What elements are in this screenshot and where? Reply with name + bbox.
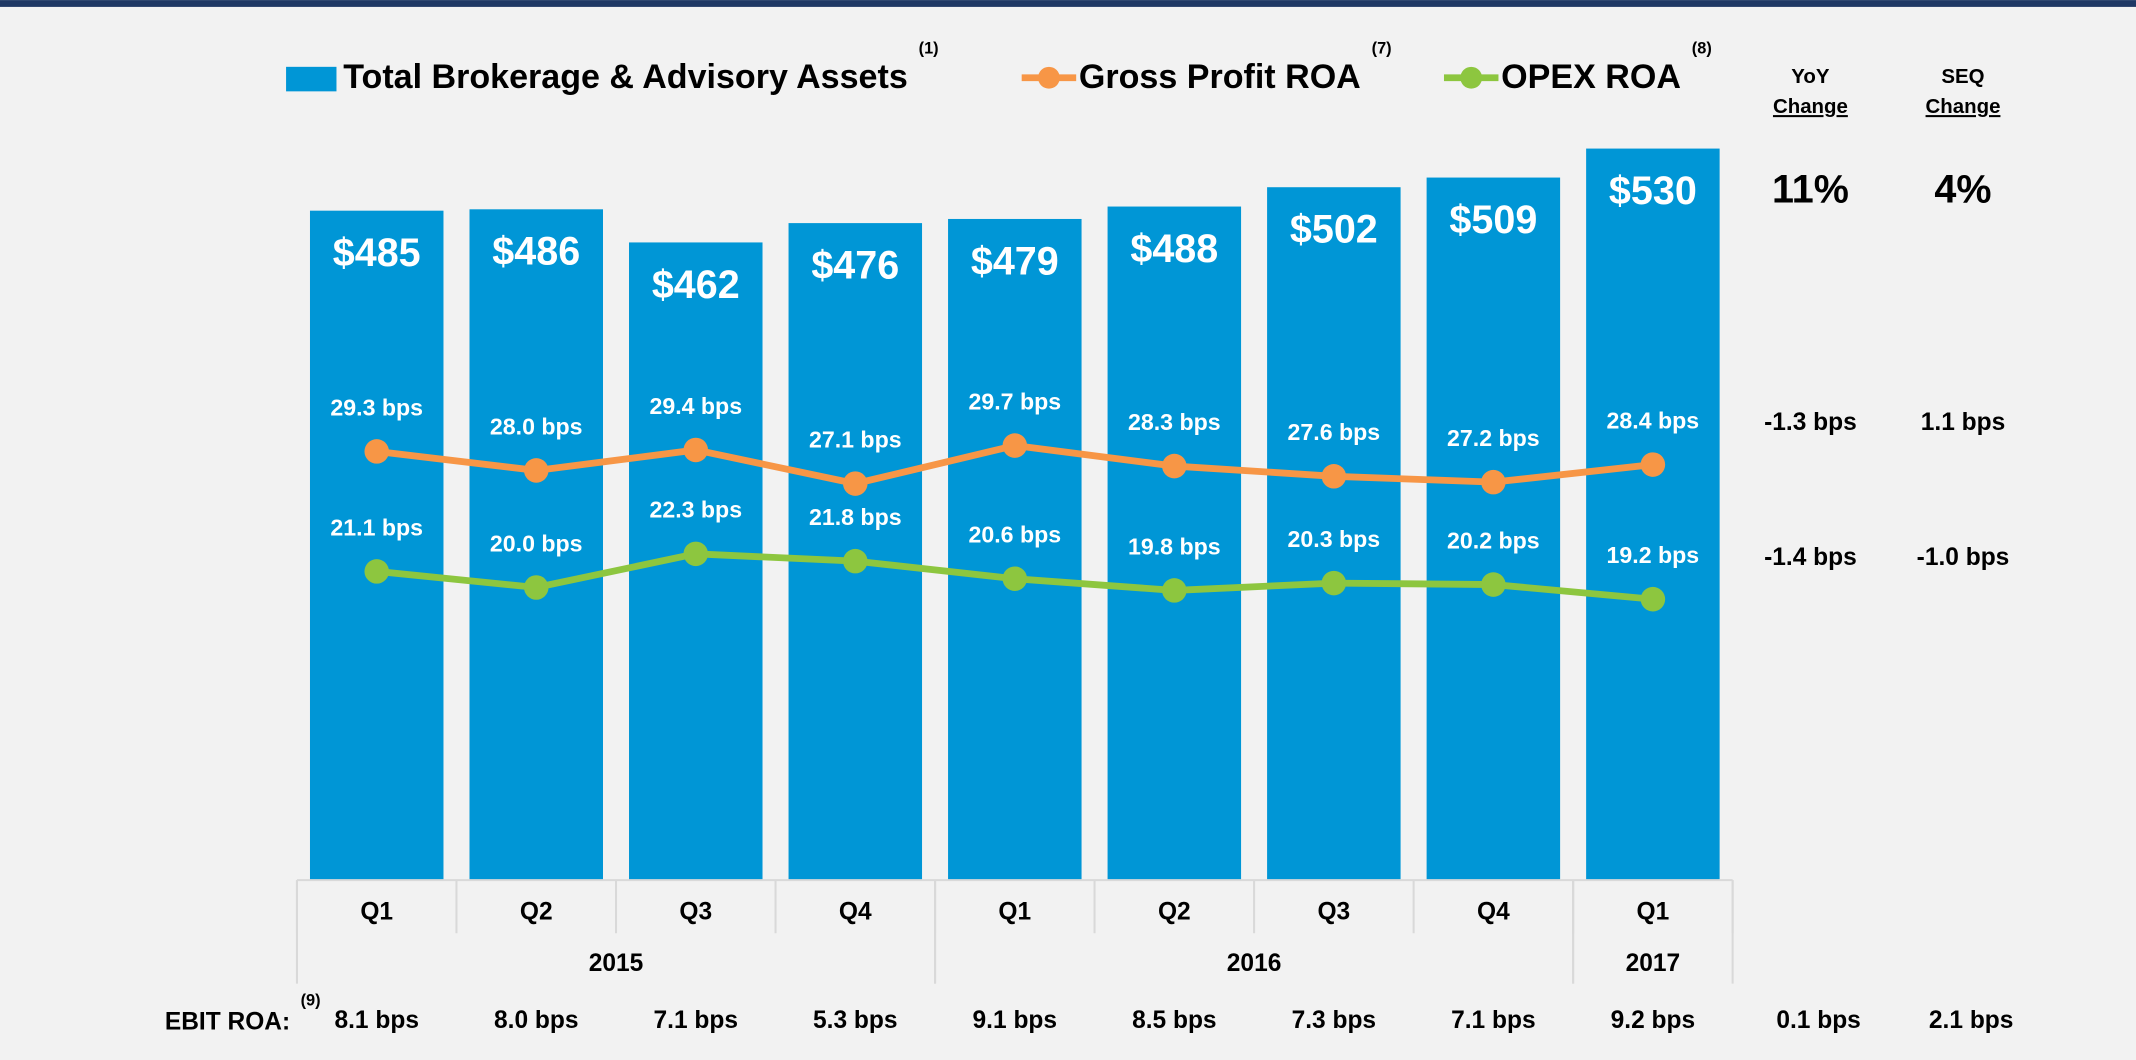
- bar: [469, 209, 603, 881]
- ebit-value: 8.5 bps: [1132, 1007, 1216, 1034]
- ebit-value: 7.3 bps: [1292, 1007, 1376, 1034]
- change-value: 4%: [1934, 168, 1991, 212]
- legend-marker: [1038, 66, 1060, 89]
- ebit-change: 2.1 bps: [1929, 1007, 2013, 1034]
- bar-value-label: $509: [1449, 198, 1537, 242]
- ebit-note: (9): [301, 992, 321, 1010]
- ebit-value: 9.2 bps: [1611, 1007, 1695, 1034]
- line-value-label: 28.0 bps: [490, 413, 583, 439]
- legend-note: (7): [1372, 39, 1392, 57]
- column-header: YoY: [1791, 66, 1830, 88]
- year-label: 2017: [1626, 950, 1681, 977]
- line-value-label: 21.1 bps: [330, 514, 423, 540]
- legend-marker: [1460, 66, 1483, 89]
- line-value-label: 28.3 bps: [1128, 409, 1221, 435]
- line-point: [523, 458, 549, 483]
- bar-value-label: $488: [1130, 227, 1218, 271]
- line-point: [1640, 452, 1666, 477]
- bar-value-label: $502: [1290, 208, 1378, 252]
- bar: [948, 218, 1082, 881]
- line-point: [843, 471, 868, 496]
- line-value-label: 20.2 bps: [1447, 527, 1540, 553]
- year-label: 2016: [1227, 950, 1282, 977]
- line-value-label: 20.3 bps: [1288, 526, 1381, 552]
- bar: [309, 210, 444, 881]
- line-point: [1481, 469, 1506, 495]
- ebit-label: EBIT ROA:: [165, 1009, 290, 1036]
- line-value-label: 28.4 bps: [1607, 407, 1700, 433]
- change-value: 11%: [1772, 168, 1849, 212]
- x-tick-label: Q1: [998, 898, 1031, 925]
- line-value-label: 27.2 bps: [1447, 425, 1540, 451]
- line-point: [1002, 566, 1028, 591]
- top-rule: [0, 0, 2136, 7]
- line-point: [683, 541, 709, 567]
- change-value: 1.1 bps: [1921, 409, 2005, 436]
- line-point: [1321, 570, 1347, 596]
- line-point: [364, 439, 389, 464]
- x-tick-label: Q4: [839, 898, 872, 925]
- x-tick-label: Q4: [1477, 898, 1510, 925]
- legend-label: Gross Profit ROA: [1079, 58, 1361, 96]
- ebit-value: 8.1 bps: [334, 1007, 418, 1034]
- ebit-change: 0.1 bps: [1776, 1007, 1860, 1034]
- x-tick-label: Q3: [679, 898, 712, 925]
- line-point: [1321, 464, 1347, 489]
- column-header: Change: [1926, 96, 2001, 118]
- x-tick-label: Q2: [520, 898, 553, 925]
- x-tick-label: Q2: [1158, 898, 1191, 925]
- line-point: [683, 437, 709, 463]
- line-value-label: 19.8 bps: [1128, 533, 1221, 559]
- bar-value-label: $462: [652, 263, 740, 307]
- line-value-label: 21.8 bps: [809, 504, 902, 530]
- column-header: Change: [1773, 96, 1848, 118]
- line-value-label: 22.3 bps: [649, 497, 742, 523]
- bar-value-label: $476: [811, 243, 899, 287]
- line-value-label: 29.7 bps: [968, 388, 1061, 414]
- column-header: SEQ: [1941, 66, 1984, 88]
- legend-note: (1): [919, 39, 939, 57]
- legend-swatch: [286, 66, 337, 92]
- ebit-value: 5.3 bps: [813, 1007, 897, 1034]
- x-tick-label: Q3: [1317, 898, 1350, 925]
- bar-value-label: $530: [1609, 169, 1697, 213]
- change-value: -1.0 bps: [1917, 544, 2010, 571]
- bar: [1586, 148, 1720, 881]
- line-point: [1002, 433, 1028, 458]
- ebit-value: 8.0 bps: [494, 1007, 578, 1034]
- year-label: 2015: [589, 950, 644, 977]
- bar: [1426, 177, 1561, 881]
- line-point: [523, 575, 549, 600]
- legend-label: OPEX ROA: [1501, 58, 1681, 96]
- legend-label: Total Brokerage & Advisory Assets: [343, 58, 907, 96]
- line-point: [1481, 572, 1506, 597]
- line-value-label: 29.3 bps: [330, 394, 423, 420]
- bar-value-label: $486: [492, 230, 580, 274]
- line-value-label: 19.2 bps: [1607, 542, 1700, 568]
- line-value-label: 20.6 bps: [968, 522, 1061, 548]
- bar-value-label: $485: [333, 231, 421, 275]
- line-point: [364, 559, 389, 584]
- x-tick-label: Q1: [360, 898, 393, 925]
- legend-note: (8): [1692, 39, 1712, 57]
- line-point: [843, 548, 868, 574]
- bar: [1107, 206, 1242, 881]
- ebit-value: 7.1 bps: [1451, 1007, 1535, 1034]
- line-value-label: 29.4 bps: [649, 393, 742, 419]
- ebit-value: 9.1 bps: [973, 1007, 1057, 1034]
- line-value-label: 27.6 bps: [1288, 419, 1381, 445]
- ebit-value: 7.1 bps: [654, 1007, 738, 1034]
- bar-value-label: $479: [971, 239, 1059, 283]
- bar: [1267, 187, 1401, 881]
- line-point: [1162, 578, 1187, 603]
- line-point: [1640, 586, 1666, 612]
- change-value: -1.3 bps: [1764, 409, 1857, 436]
- line-value-label: 20.0 bps: [490, 530, 583, 556]
- x-tick-label: Q1: [1637, 898, 1670, 925]
- line-point: [1162, 453, 1187, 479]
- line-value-label: 27.1 bps: [809, 426, 902, 452]
- change-value: -1.4 bps: [1764, 544, 1857, 571]
